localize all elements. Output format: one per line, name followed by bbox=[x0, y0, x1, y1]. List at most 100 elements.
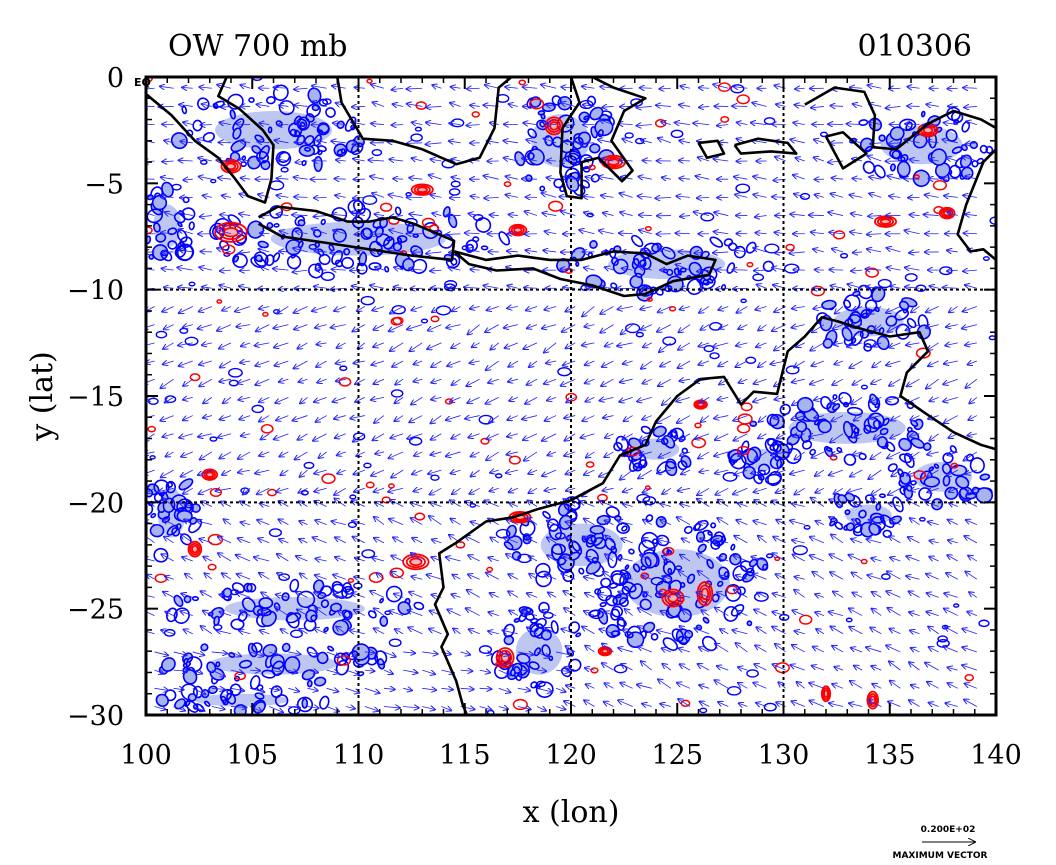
wind-vector bbox=[352, 106, 365, 107]
negative-contour bbox=[879, 514, 895, 529]
negative-contour bbox=[578, 567, 585, 575]
negative-contour bbox=[686, 573, 696, 584]
y-tick-label: −25 bbox=[67, 595, 124, 626]
negative-contour bbox=[697, 543, 707, 553]
negative-contour bbox=[197, 97, 210, 111]
negative-contour bbox=[379, 615, 389, 627]
negative-contour bbox=[503, 541, 514, 551]
y-tick-label: −5 bbox=[84, 169, 124, 200]
shade-region bbox=[540, 523, 623, 567]
negative-contour bbox=[343, 248, 351, 256]
x-tick-label: 130 bbox=[758, 740, 810, 771]
negative-contour bbox=[801, 440, 813, 450]
negative-contour bbox=[844, 509, 851, 516]
negative-contour bbox=[695, 531, 706, 543]
negative-contour bbox=[896, 160, 911, 178]
negative-contour bbox=[589, 143, 601, 154]
negative-contour bbox=[677, 635, 688, 646]
x-tick-label: 110 bbox=[333, 740, 385, 771]
vector-scale-label: 0.200E+02 bbox=[921, 825, 976, 835]
negative-contour bbox=[837, 494, 848, 504]
negative-contour bbox=[177, 221, 183, 228]
negative-contour bbox=[611, 256, 619, 266]
negative-contour bbox=[845, 522, 855, 532]
negative-contour bbox=[644, 556, 652, 568]
negative-contour bbox=[589, 240, 598, 249]
negative-contour bbox=[352, 200, 366, 215]
negative-contour bbox=[605, 594, 618, 607]
negative-contour bbox=[671, 628, 685, 643]
negative-contour bbox=[951, 146, 963, 154]
negative-contour bbox=[852, 523, 863, 534]
negative-contour bbox=[971, 486, 980, 495]
negative-contour bbox=[202, 132, 216, 143]
negative-contour bbox=[979, 473, 991, 481]
x-axis-label: x (lon) bbox=[523, 795, 620, 830]
negative-contour bbox=[233, 255, 240, 263]
negative-contour bbox=[610, 630, 621, 637]
negative-contour bbox=[677, 269, 682, 276]
negative-contour bbox=[779, 403, 791, 416]
negative-contour bbox=[578, 154, 594, 170]
negative-contour bbox=[232, 127, 242, 140]
negative-contour bbox=[331, 580, 344, 594]
negative-contour bbox=[540, 629, 552, 641]
negative-contour bbox=[832, 403, 841, 411]
x-tick-label: 125 bbox=[651, 740, 703, 771]
negative-contour bbox=[394, 206, 402, 216]
negative-contour bbox=[273, 223, 280, 228]
negative-contour bbox=[707, 531, 713, 536]
negative-contour bbox=[325, 107, 336, 118]
negative-contour bbox=[624, 564, 630, 570]
negative-contour bbox=[862, 160, 876, 174]
negative-contour bbox=[969, 140, 979, 150]
negative-contour bbox=[548, 523, 562, 541]
negative-contour bbox=[923, 476, 941, 488]
negative-contour bbox=[664, 284, 673, 293]
negative-contour bbox=[898, 437, 912, 452]
negative-contour bbox=[304, 135, 315, 146]
wind-vector bbox=[815, 270, 824, 271]
negative-contour bbox=[640, 531, 659, 550]
negative-contour bbox=[910, 419, 919, 427]
negative-contour bbox=[230, 618, 245, 631]
negative-contour bbox=[320, 599, 330, 609]
negative-contour bbox=[248, 97, 255, 103]
negative-contour bbox=[317, 122, 330, 134]
negative-contour bbox=[716, 580, 724, 587]
wind-vector bbox=[640, 88, 652, 89]
negative-contour bbox=[622, 581, 637, 593]
negative-contour bbox=[148, 253, 155, 260]
negative-contour bbox=[510, 668, 516, 677]
wind-vector bbox=[579, 143, 595, 144]
negative-contour bbox=[297, 219, 306, 227]
negative-contour bbox=[662, 268, 669, 274]
negative-contour bbox=[635, 272, 643, 279]
negative-contour bbox=[679, 267, 687, 273]
negative-contour bbox=[301, 698, 309, 709]
negative-contour bbox=[873, 164, 886, 179]
wind-vector bbox=[407, 143, 423, 144]
negative-contour bbox=[723, 571, 730, 578]
negative-contour bbox=[253, 251, 269, 267]
negative-contour bbox=[868, 522, 881, 536]
negative-contour bbox=[412, 233, 419, 238]
negative-contour bbox=[597, 129, 604, 138]
negative-contour bbox=[187, 693, 197, 702]
negative-contour bbox=[527, 128, 537, 139]
negative-contour bbox=[882, 529, 892, 538]
negative-contour bbox=[626, 631, 645, 649]
negative-contour bbox=[628, 583, 644, 600]
y-tick-label: −30 bbox=[67, 701, 124, 732]
negative-contour bbox=[304, 146, 311, 152]
negative-contour bbox=[858, 452, 867, 461]
negative-contour bbox=[289, 128, 298, 137]
negative-contour bbox=[928, 466, 935, 472]
plot-area bbox=[146, 77, 996, 715]
x-tick-label: 105 bbox=[226, 740, 278, 771]
negative-contour bbox=[907, 426, 913, 433]
negative-contour bbox=[739, 560, 754, 573]
negative-contour bbox=[397, 237, 403, 246]
negative-contour bbox=[265, 96, 276, 105]
